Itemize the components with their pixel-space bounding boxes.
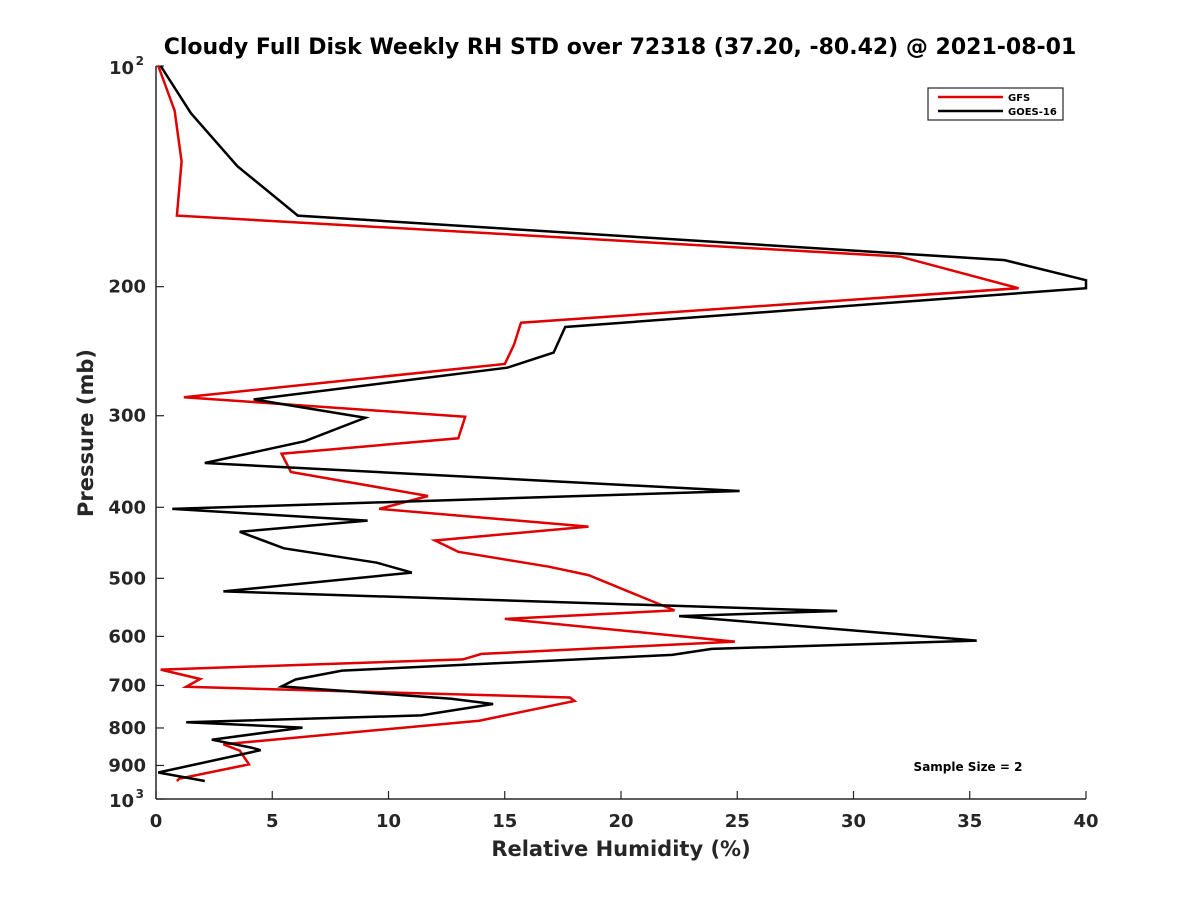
x-tick-label: 30 [841,811,866,832]
x-axis-label: Relative Humidity (%) [491,837,750,861]
series-line-gfs [157,65,1019,782]
x-tick-label: 40 [1073,811,1098,832]
x-tick-label: 5 [266,811,279,832]
legend-label-gfs: GFS [1008,93,1030,104]
x-tick-label: 25 [725,811,750,832]
y-tick-exponent: 2 [136,54,144,68]
y-tick-label: 500 [108,568,146,589]
y-tick-exponent: 3 [136,787,144,801]
x-tick-label: 0 [150,811,163,832]
y-tick-label-power: 10 3 [109,787,144,812]
legend: GFS GOES-16 [927,87,1064,121]
x-tick-label: 15 [492,811,517,832]
y-tick-label: 900 [108,755,146,776]
y-tick-label: 300 [108,406,146,427]
x-tick-label: 20 [608,811,633,832]
y-tick-label-power: 10 2 [109,54,144,79]
y-tick-label: 800 [108,718,146,739]
chart-title: Cloudy Full Disk Weekly RH STD over 7231… [164,35,1077,60]
y-tick-label: 600 [108,626,146,647]
series-line-goes16 [158,65,1088,783]
y-axis-label: Pressure (mb) [74,349,98,517]
series-layer [157,65,1088,783]
x-tick-label: 35 [957,811,982,832]
y-tick-label: 700 [108,675,146,696]
sample-size-annotation: Sample Size = 2 [914,760,1023,774]
y-tick-label: 200 [108,277,146,298]
legend-label-goes16: GOES-16 [1008,107,1057,118]
y-tick-label: 400 [108,497,146,518]
x-tick-label: 10 [376,811,401,832]
y-tick-base: 10 [109,791,134,812]
legend-box [927,87,1064,121]
y-tick-base: 10 [109,58,134,79]
